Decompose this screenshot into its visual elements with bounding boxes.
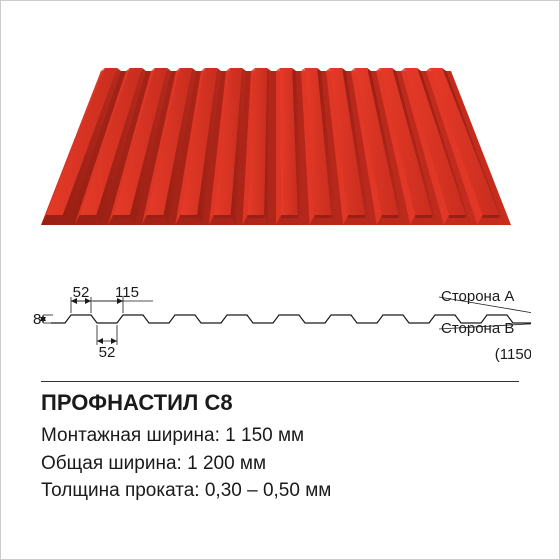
svg-text:52: 52: [73, 284, 90, 301]
spec-block: ПРОФНАСТИЛ С8 Монтажная ширина: 1 150 мм…: [41, 381, 519, 505]
cross-section-diagram: 8 52 115 52 (1150) Сторона А Сторона В: [31, 271, 531, 371]
spec-label: Толщина проката:: [41, 480, 200, 501]
spec-label: Общая ширина:: [41, 453, 182, 474]
page: 8 52 115 52 (1150) Сторона А Сторона В ПРОФНАС…: [0, 0, 560, 560]
svg-text:52: 52: [99, 344, 116, 361]
svg-text:8: 8: [33, 311, 41, 328]
product-title: ПРОФНАСТИЛ С8: [41, 390, 519, 416]
spec-value: 1 200 мм: [187, 453, 266, 474]
svg-text:Сторона А: Сторона А: [441, 288, 514, 305]
svg-text:Сторона В: Сторона В: [441, 320, 514, 337]
spec-value: 1 150 мм: [225, 425, 304, 446]
spec-label: Монтажная ширина:: [41, 425, 220, 446]
sheet-svg: [41, 61, 511, 231]
svg-text:115: 115: [115, 284, 139, 301]
sheet-3d-render: [41, 61, 511, 231]
profile-svg: 8 52 115 52 (1150) Сторона А Сторона В: [31, 271, 531, 371]
spec-thickness: Толщина проката: 0,30 – 0,50 мм: [41, 477, 519, 505]
spec-mounting-width: Монтажная ширина: 1 150 мм: [41, 422, 519, 450]
spec-overall-width: Общая ширина: 1 200 мм: [41, 450, 519, 478]
svg-text:(1150): (1150): [495, 346, 531, 363]
spec-value: 0,30 – 0,50 мм: [205, 480, 332, 501]
